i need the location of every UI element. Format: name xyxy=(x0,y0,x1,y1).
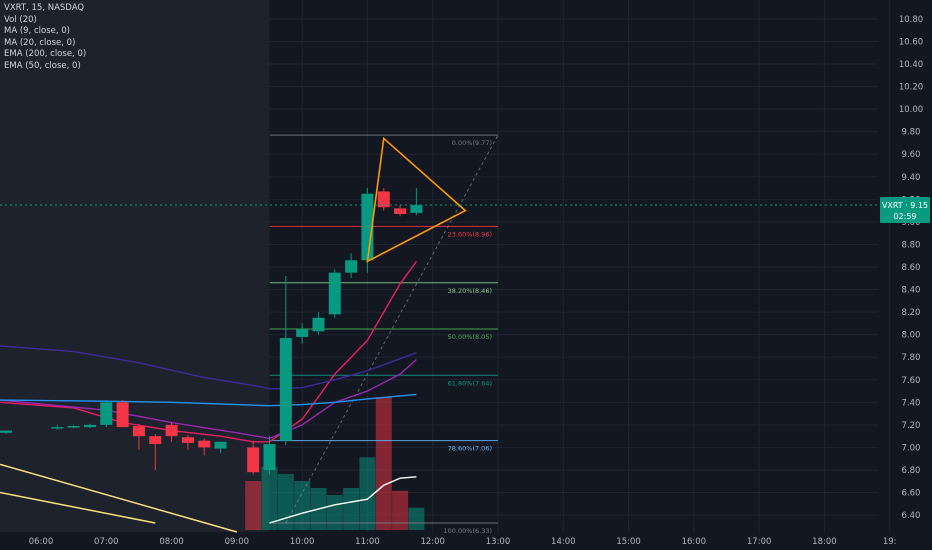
indicator-ma20[interactable]: MA (20, close, 0) xyxy=(4,37,76,48)
fib-label-4: 61.80%(7.64) xyxy=(448,379,492,387)
volume-bar-3 xyxy=(294,481,311,530)
indicator-vol[interactable]: Vol (20) xyxy=(4,14,37,25)
x-tick-label-5: 11:00 xyxy=(355,537,380,547)
indicator-ma9[interactable]: MA (9, close, 0) xyxy=(4,26,70,36)
volume-bar-6 xyxy=(343,488,360,530)
y-tick-label-21: 10.60 xyxy=(899,37,923,47)
indicator-ema50[interactable]: EMA (50, close, 0) xyxy=(4,60,81,71)
volume-bar-7 xyxy=(359,457,376,530)
candle-body-8 xyxy=(165,424,178,437)
y-tick-label-3: 7.00 xyxy=(902,443,921,453)
candle-body-1 xyxy=(51,427,64,429)
y-tick-label-11: 8.60 xyxy=(902,263,921,273)
y-tick-label-18: 10.00 xyxy=(899,105,923,115)
x-tick-label-1: 07:00 xyxy=(94,537,119,547)
y-tick-label-20: 10.40 xyxy=(899,60,923,70)
volume-bar-10 xyxy=(408,507,425,530)
y-tick-label-10: 8.40 xyxy=(902,286,921,296)
y-tick-label-15: 9.40 xyxy=(902,173,921,183)
candle-body-5 xyxy=(116,402,129,428)
candle-body-15 xyxy=(296,329,309,337)
price-tag-countdown: 02:59 xyxy=(893,212,916,221)
volume-bar-2 xyxy=(277,474,294,530)
candle-body-6 xyxy=(132,426,145,437)
x-tick-label-13: 19: xyxy=(883,537,897,547)
symbol-line[interactable]: VXRT, 15, NASDAQ xyxy=(4,3,85,13)
trend-line-dashed xyxy=(285,134,499,524)
y-tick-label-17: 9.80 xyxy=(902,128,921,138)
fib-label-2: 38.20%(8.46) xyxy=(448,287,492,295)
ma-line-2 xyxy=(0,393,417,407)
y-tick-label-1: 6.60 xyxy=(902,489,921,499)
yellow-trend-line-0 xyxy=(0,463,238,533)
fib-label-1: 23.60%(8.96) xyxy=(448,230,492,238)
volume-bar-1 xyxy=(261,467,278,530)
y-tick-label-2: 6.80 xyxy=(902,466,921,476)
legend: VXRT, 15, NASDAQ Vol (20) MA (9, close, … xyxy=(4,3,86,72)
x-tick-label-7: 13:00 xyxy=(486,537,511,547)
y-tick-label-0: 6.40 xyxy=(902,511,921,521)
y-tick-label-5: 7.40 xyxy=(902,398,921,408)
price-tag-box xyxy=(880,196,930,223)
x-tick-label-2: 08:00 xyxy=(159,537,184,547)
y-tick-label-8: 8.00 xyxy=(902,331,921,341)
y-tick-label-19: 10.20 xyxy=(899,83,923,93)
candle-body-13 xyxy=(263,444,276,470)
y-tick-label-4: 7.20 xyxy=(902,421,921,431)
fib-label-0: 0.00%(9.77) xyxy=(452,139,492,147)
fib-label-6: 100.00%(6.33) xyxy=(444,527,492,535)
triangle-drawing xyxy=(366,136,467,263)
candle-body-11 xyxy=(214,441,227,449)
indicator-ema200[interactable]: EMA (200, close, 0) xyxy=(4,49,87,59)
candle-body-22 xyxy=(410,204,423,213)
y-tick-label-22: 10.80 xyxy=(899,15,923,25)
x-tick-label-9: 15:00 xyxy=(616,537,641,547)
price-tag[interactable]: VXRT · 9.15 02:59 xyxy=(880,196,930,223)
premarket-shade xyxy=(0,0,270,532)
price-tag-label: VXRT · 9.15 xyxy=(882,201,928,210)
x-tick-label-6: 12:00 xyxy=(420,537,445,547)
candle-body-16 xyxy=(312,317,325,332)
candle-body-21 xyxy=(394,208,407,214)
x-tick-label-11: 17:00 xyxy=(747,537,772,547)
candle-body-20 xyxy=(377,191,390,208)
y-tick-label-9: 8.20 xyxy=(902,308,921,318)
y-tick-label-7: 7.80 xyxy=(902,353,921,363)
candle-body-12 xyxy=(247,447,260,473)
volume-bar-9 xyxy=(392,490,409,530)
ma-line-3 xyxy=(0,345,417,390)
candle-body-14 xyxy=(279,338,292,441)
x-tick-label-3: 09:00 xyxy=(225,537,250,547)
volume-bar-0 xyxy=(245,481,262,530)
y-tick-label-16: 9.60 xyxy=(902,150,921,160)
candle-body-7 xyxy=(149,436,162,445)
x-tick-label-8: 14:00 xyxy=(551,537,576,547)
candle-body-2 xyxy=(67,426,80,428)
fib-label-5: 78.60%(7.06) xyxy=(448,445,492,453)
candle-body-17 xyxy=(328,272,341,315)
candle-body-4 xyxy=(100,402,113,425)
y-tick-label-12: 8.80 xyxy=(902,240,921,250)
volume-bar-8 xyxy=(375,397,392,530)
candle-body-3 xyxy=(83,424,96,428)
x-tick-label-0: 06:00 xyxy=(29,537,54,547)
candle-body-9 xyxy=(181,437,194,443)
candle-body-18 xyxy=(345,260,358,273)
x-tick-label-4: 10:00 xyxy=(290,537,315,547)
candle-body-10 xyxy=(198,440,211,448)
y-tick-label-6: 7.60 xyxy=(902,376,921,386)
ma-line-4 xyxy=(269,476,417,524)
x-tick-label-12: 18:00 xyxy=(812,537,837,547)
x-tick-label-10: 16:00 xyxy=(682,537,707,547)
volume-bar-5 xyxy=(326,495,343,530)
fib-label-3: 50.00%(8.05) xyxy=(448,333,492,341)
candle-body-0 xyxy=(0,430,12,433)
yellow-trend-line-1 xyxy=(0,491,156,524)
